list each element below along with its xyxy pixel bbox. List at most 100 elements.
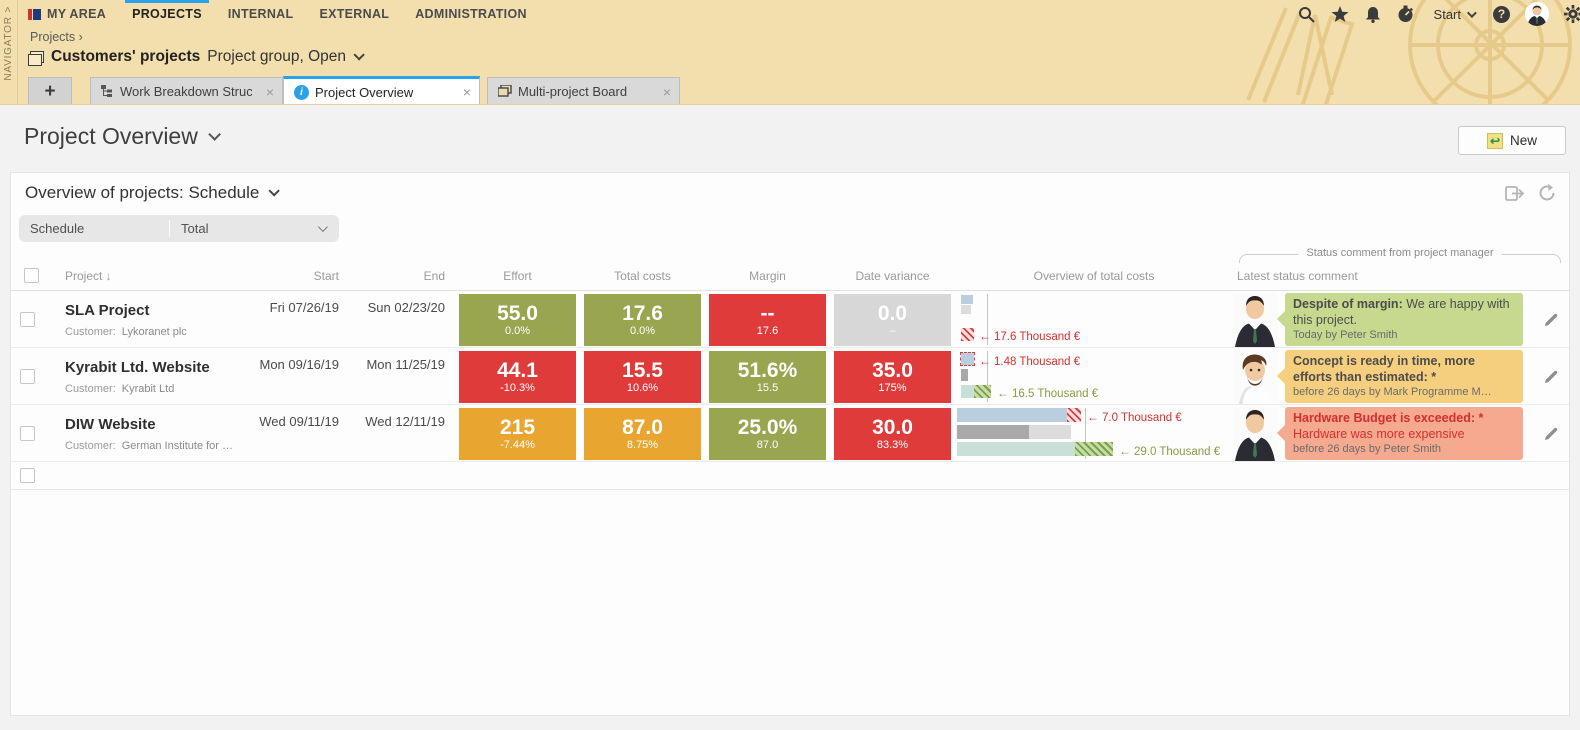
costs-overview-chart: 7.0 Thousand € 29.0 Thousand € (955, 405, 1233, 462)
filter-total-value: Total (170, 221, 339, 236)
column-header-end[interactable]: End (423, 268, 445, 283)
project-group-folder-icon (28, 50, 44, 66)
comment-title: Concept is ready in time, more efforts t… (1293, 354, 1475, 384)
my-area-icon (28, 8, 41, 20)
info-icon: i (294, 84, 309, 100)
close-tab-icon[interactable]: × (265, 83, 274, 100)
status-comment-bubble[interactable]: Despite of margin: We are happy with thi… (1277, 293, 1523, 346)
column-header-effort[interactable]: Effort (503, 268, 532, 283)
new-button-label: New (1509, 133, 1537, 148)
start-dropdown[interactable]: Start (1433, 6, 1477, 22)
page-title-row[interactable]: Project Overview (24, 123, 221, 150)
status-comment-bubble[interactable]: Hardware Budget is exceeded: * Hardware … (1277, 407, 1523, 460)
total-costs-cell: 15.5 10.6% (584, 350, 701, 403)
project-customer: Customer: German Institute for … (65, 439, 234, 452)
nav-item-label: INTERNAL (227, 7, 294, 21)
view-filter-dropdown[interactable]: Schedule Total (19, 215, 339, 242)
start-label: Start (1433, 6, 1461, 22)
column-header-start[interactable]: Start (313, 268, 339, 283)
pencil-icon (1545, 370, 1558, 383)
nav-item-internal[interactable]: INTERNAL (228, 0, 294, 28)
nav-item-external[interactable]: EXTERNAL (319, 0, 389, 28)
add-tab-button[interactable]: + (28, 77, 72, 104)
tab-multi-project-board[interactable]: Multi-project Board × (487, 77, 680, 104)
project-name-link[interactable]: DIW Website (65, 415, 156, 433)
margin-cell: -- 17.6 (709, 293, 826, 346)
tab-project-overview[interactable]: i Project Overview × (283, 76, 480, 104)
status-comment-cell: Concept is ready in time, more efforts t… (1233, 348, 1533, 405)
end-date: Mon 11/25/19 (366, 357, 445, 372)
comment-body: We are happy with this project. (1293, 297, 1510, 327)
table-row: Kyrabit Ltd. Website Customer: Kyrabit Lt… (11, 348, 1569, 405)
table-row: SLA Project Customer: Lykoranet plc Fri 0… (11, 291, 1569, 348)
navigator-strip[interactable]: NAVIGATOR > (0, 0, 18, 104)
context-header[interactable]: Customers' projects Project group, Open (28, 48, 365, 66)
favorites-star-icon[interactable] (1331, 5, 1349, 23)
column-header-total-costs[interactable]: Total costs (614, 268, 671, 283)
costs-overview-chart: 1.48 Thousand € 16.5 Thousand € (955, 348, 1233, 405)
status-comment-bubble[interactable]: Concept is ready in time, more efforts t… (1277, 350, 1523, 403)
cost-label-green: 16.5 Thousand € (997, 386, 1098, 400)
nav-item-my-area[interactable]: MY AREA (28, 0, 106, 28)
project-name-link[interactable]: Kyrabit Ltd. Website (65, 358, 210, 376)
breadcrumb[interactable]: Projects › (30, 30, 83, 44)
end-date: Wed 12/11/19 (365, 414, 445, 429)
column-header-latest-comment[interactable]: Latest status comment (1237, 268, 1358, 283)
select-all-checkbox[interactable] (24, 268, 39, 283)
status-comment-cell: Despite of margin: We are happy with thi… (1233, 291, 1533, 348)
chevron-down-icon (268, 185, 281, 197)
edit-comment-button[interactable] (1533, 426, 1569, 442)
total-costs-cell: 17.6 0.0% (584, 293, 701, 346)
context-meta: Project group, Open (207, 48, 346, 65)
manager-avatar (1233, 292, 1277, 347)
costs-overview-chart: 17.6 Thousand € (955, 291, 1233, 348)
date-variance-cell: 0.0– (834, 293, 951, 346)
nav-item-label: PROJECTS (132, 7, 202, 21)
nav-item-administration[interactable]: ADMINISTRATION (415, 0, 527, 28)
status-comment-cell: Hardware Budget is exceeded: * Hardware … (1233, 405, 1533, 462)
nav-item-projects[interactable]: PROJECTS (125, 0, 209, 28)
refresh-icon[interactable] (1537, 183, 1557, 203)
cost-label-red: 7.0 Thousand € (1087, 410, 1182, 424)
new-button[interactable]: ↩ New (1458, 126, 1566, 155)
context-title: Customers' projects (51, 48, 201, 65)
row-checkbox[interactable] (20, 369, 35, 384)
project-name-link[interactable]: SLA Project (65, 301, 150, 319)
row-checkbox[interactable] (20, 312, 35, 327)
export-icon[interactable] (1505, 183, 1525, 203)
settings-gear-icon[interactable] (1564, 5, 1580, 23)
close-tab-icon[interactable]: × (462, 84, 471, 100)
chevron-down-icon (317, 222, 328, 233)
stopwatch-icon[interactable] (1397, 5, 1415, 23)
manager-avatar (1233, 406, 1277, 461)
start-date: Fri 07/26/19 (269, 300, 339, 315)
close-tab-icon[interactable]: × (662, 83, 671, 100)
chevron-down-icon (1466, 7, 1477, 18)
date-variance-cell: 30.0 83.3% (834, 407, 951, 460)
effort-cell: 44.1 -10.3% (459, 350, 576, 403)
column-header-project[interactable]: Project ↓ (65, 268, 112, 283)
page-title: Project Overview (24, 123, 198, 149)
tab-work-breakdown-structure[interactable]: Work Breakdown Structur × (90, 77, 283, 104)
manager-avatar (1233, 349, 1277, 404)
panel-actions (1505, 183, 1557, 203)
margin-cell: 51.6% 15.5 (709, 350, 826, 403)
column-header-date-variance[interactable]: Date variance (855, 268, 930, 283)
notifications-bell-icon[interactable] (1364, 5, 1382, 23)
help-icon[interactable]: ? (1493, 5, 1510, 23)
panel-header[interactable]: Overview of projects: Schedule (25, 183, 281, 203)
nav-item-label: ADMINISTRATION (415, 7, 527, 21)
column-header-costs-overview[interactable]: Overview of total costs (1033, 268, 1155, 283)
edit-comment-button[interactable] (1533, 369, 1569, 385)
edit-comment-button[interactable] (1533, 312, 1569, 328)
overview-panel: Overview of projects: Schedule Schedule … (10, 172, 1570, 716)
effort-cell: 55.0 0.0% (459, 293, 576, 346)
project-customer: Customer: Lykoranet plc (65, 325, 187, 338)
row-checkbox[interactable] (20, 426, 35, 441)
search-icon[interactable] (1298, 5, 1316, 23)
footer-checkbox[interactable] (20, 468, 35, 483)
user-avatar[interactable] (1525, 2, 1549, 26)
date-variance-cell: 35.0 175% (834, 350, 951, 403)
column-header-margin[interactable]: Margin (749, 268, 786, 283)
comment-byline: Today by Peter Smith (1293, 329, 1398, 342)
